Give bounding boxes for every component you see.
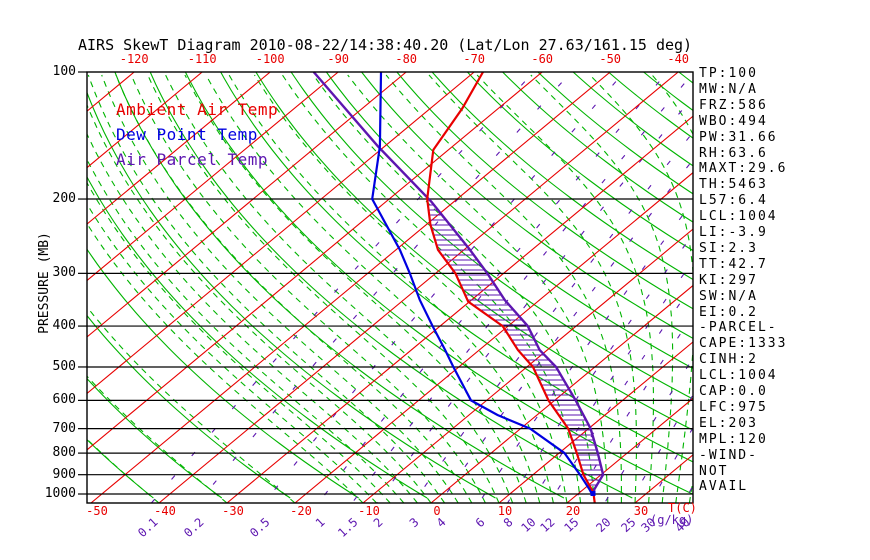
- stat-line-23: MPL:120: [699, 431, 768, 447]
- pressure-tick-300: 300: [52, 265, 76, 281]
- stat-line-15: EI:0.2: [699, 304, 758, 320]
- top-temp-tick--80: -80: [395, 52, 418, 66]
- top-temp-tick--100: -100: [255, 52, 285, 66]
- stat-line-9: LCL:1004: [699, 209, 778, 225]
- top-temp-tick--120: -120: [119, 52, 149, 66]
- top-temp-tick--110: -110: [187, 52, 217, 66]
- top-temp-tick--90: -90: [327, 52, 350, 66]
- stat-line-1: MW:N/A: [699, 81, 758, 97]
- temp-axis-title: T(C): [668, 501, 697, 515]
- stat-line-2: FRZ:586: [699, 97, 768, 113]
- pressure-tick-100: 100: [52, 64, 76, 79]
- pressure-tick-marks: [78, 71, 87, 495]
- stat-line-14: SW:N/A: [699, 288, 758, 304]
- top-temp-tick--50: -50: [599, 52, 622, 66]
- dewpoint-curve: [371, 71, 594, 496]
- mixing-axis-title: (g/kg): [650, 513, 694, 527]
- pressure-tick-600: 600: [52, 392, 76, 408]
- stat-line-8: L57:6.4: [699, 193, 768, 209]
- bottom-temp-tick--30: -30: [222, 504, 244, 518]
- plot-border: [86, 71, 694, 504]
- pressure-tick-200: 200: [52, 191, 76, 207]
- isotherm-grid: [87, 72, 693, 503]
- stat-line-10: LI:-3.9: [699, 225, 768, 240]
- bottom-temp-tick--10: -10: [358, 504, 380, 518]
- pressure-tick-500: 500: [52, 358, 76, 374]
- stat-line-7: TH:5463: [699, 177, 768, 193]
- pressure-tick-1000: 1000: [44, 486, 76, 501]
- top-temp-tick--40: -40: [667, 52, 690, 66]
- legend-dew-point-temp: Dew Point Temp: [116, 125, 258, 144]
- stat-line-3: WBO:494: [699, 113, 768, 129]
- stat-line-26: AVAIL: [699, 479, 749, 495]
- stat-line-24: -WIND-: [699, 447, 758, 463]
- pressure-tick-400: 400: [52, 318, 76, 334]
- pressure-gridlines: [87, 198, 693, 495]
- pressure-tick-700: 700: [52, 420, 76, 436]
- stat-line-13: KI:297: [699, 272, 758, 288]
- stat-line-22: EL:203: [699, 415, 758, 431]
- stat-line-17: CAPE:1333: [699, 336, 788, 352]
- pressure-tick-800: 800: [52, 445, 76, 461]
- mixing-ratio-lines: [150, 78, 693, 503]
- bottom-temp-tick--20: -20: [290, 504, 312, 518]
- stat-line-4: PW:31.66: [699, 129, 778, 145]
- legend-ambient-air-temp: Ambient Air Temp: [116, 100, 279, 119]
- stat-line-6: MAXT:29.6: [699, 161, 788, 177]
- cape-hatch: [428, 204, 603, 491]
- stat-line-21: LFC:975: [699, 399, 768, 415]
- stat-line-20: CAP:0.0: [699, 384, 768, 399]
- stat-line-16: -PARCEL-: [699, 320, 778, 336]
- stat-line-19: LCL:1004: [699, 368, 778, 384]
- bottom-temp-tick-30: 30: [633, 504, 649, 518]
- pressure-tick-900: 900: [52, 466, 76, 482]
- stat-line-5: RH:63.6: [699, 145, 768, 161]
- stat-line-25: NOT: [699, 463, 729, 479]
- surface-marker: [590, 491, 596, 496]
- stat-line-0: TP:100: [699, 66, 758, 81]
- stat-line-18: CINH:2: [699, 352, 758, 368]
- top-temp-tick--60: -60: [531, 52, 554, 66]
- legend-air-parcel-temp: Air Parcel Temp: [116, 150, 268, 169]
- bottom-temp-tick--40: -40: [154, 504, 176, 518]
- ambient-temp-curve: [426, 71, 596, 503]
- pressure-axis-title: PRESSURE (MB): [37, 232, 52, 334]
- stat-line-11: SI:2.3: [699, 240, 758, 256]
- stat-line-12: TT:42.7: [699, 256, 768, 272]
- bottom-temp-tick--50: -50: [86, 504, 108, 518]
- bottom-temp-tick-20: 20: [565, 504, 581, 518]
- top-temp-tick--70: -70: [463, 52, 486, 66]
- chart-title: AIRS SkewT Diagram 2010-08-22/14:38:40.2…: [78, 36, 693, 54]
- bottom-temp-tick-0: 0: [433, 504, 441, 518]
- bottom-temp-tick-10: 10: [497, 504, 513, 518]
- parcel-temp-curve: [312, 71, 605, 496]
